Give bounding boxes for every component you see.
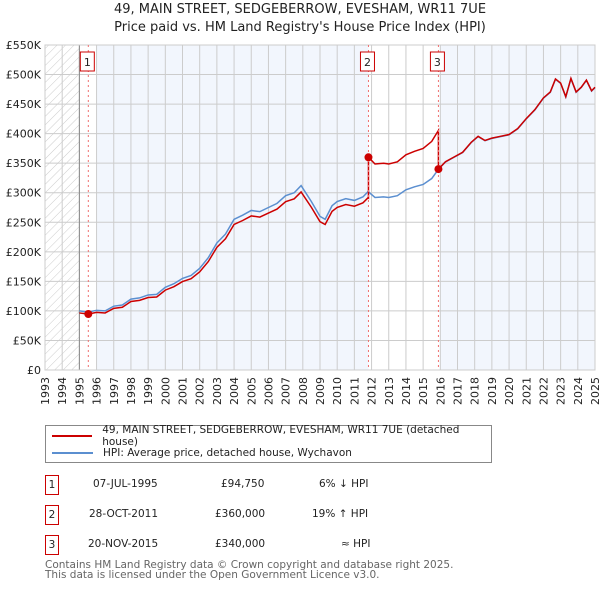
legend: 49, MAIN STREET, SEDGEBERROW, EVESHAM, W… [45,424,492,463]
sale-number-label: 2 [364,56,371,69]
x-tick-label: 2006 [262,377,275,405]
x-tick-label: 2001 [177,377,190,405]
legend-red-line [52,435,93,437]
y-tick-label: £300K [6,187,42,200]
chart-subtitle: Price paid vs. HM Land Registry's House … [114,20,486,35]
chart-title: 49, MAIN STREET, SEDGEBERROW, EVESHAM, W… [113,2,487,17]
x-tick-label: 2019 [486,377,499,405]
sale-marker-label: 1 [45,475,59,495]
sale-hpi: ≈ HPI [341,538,371,550]
x-tick-label: 1999 [142,377,155,405]
x-tick-label: 1993 [39,377,52,405]
x-tick-label: 2020 [503,377,516,405]
x-tick-label: 2024 [572,377,585,405]
x-tick-label: 1998 [125,377,138,405]
x-tick-label: 2008 [297,377,310,405]
legend-blue-line [52,452,93,454]
x-tick-label: 2021 [520,377,533,405]
sale-number-box [429,51,445,72]
x-tick-label: 1994 [56,377,69,405]
sale-point [84,310,93,319]
x-tick-label: 2011 [348,377,361,405]
y-tick-label: £550K [6,39,42,52]
y-tick-label: £50K [13,334,42,347]
y-tick-label: £350K [6,157,42,170]
sale-row: 2 28-OCT-2011 £360,000 19% ↑ HPI [45,505,465,525]
x-tick-label: 2013 [383,377,396,405]
sale-hpi: 19% ↑ HPI [312,508,369,520]
x-tick-label: 2018 [469,377,482,405]
footer-line: This data is licensed under the Open Gov… [45,569,380,581]
y-tick-label: £0 [27,364,41,377]
property-price-line [79,75,596,315]
y-tick-label: £450K [6,98,42,111]
legend-label-property: 49, MAIN STREET, SEDGEBERROW, EVESHAM, W… [102,424,460,448]
x-tick-label: 2025 [589,377,600,405]
sale-number-label: 1 [84,56,91,69]
x-tick-label: 2009 [314,377,327,405]
sale-marker-label: 3 [45,535,59,555]
sale-date: 07-JUL-1995 [93,478,158,490]
footer-line: Contains HM Land Registry data © Crown c… [45,559,454,571]
x-tick-label: 2023 [555,377,568,405]
sale-price: £340,000 [215,538,266,550]
sale-number-box [359,51,375,72]
y-tick-label: £200K [6,246,42,259]
y-tick-label: £150K [6,275,42,288]
x-tick-label: 2002 [194,377,207,405]
x-tick-label: 2003 [211,377,224,405]
x-tick-label: 2017 [452,377,465,405]
sale-row: 1 07-JUL-1995 £94,750 6% ↓ HPI [45,475,465,495]
x-tick-label: 2004 [228,377,241,405]
sale-number-label: 3 [434,56,441,69]
sale-point [434,165,443,174]
x-tick-label: 2015 [417,377,430,405]
sale-date: 20-NOV-2015 [88,538,159,550]
sale-marker-label: 2 [45,505,59,525]
x-tick-label: 2014 [400,377,413,405]
plot-frame [44,44,596,371]
y-tick-label: £400K [6,128,42,141]
sale-hpi: 6% ↓ HPI [319,478,369,490]
x-tick-label: 2005 [245,377,258,405]
x-tick-label: 2010 [331,377,344,405]
footer: Contains HM Land Registry data © Crown c… [45,559,454,581]
chart-plot: 1993 1994 1995 1996 1997 1998 1999 2000 2001 2002… [6,39,600,405]
x-tick-label: 2016 [434,377,447,405]
sale-point [364,153,373,162]
x-tick-label: 1996 [91,377,104,405]
sale-price: £94,750 [221,478,265,490]
x-tick-label: 2012 [366,377,379,405]
x-tick-label: 2000 [159,377,172,405]
sale-number-box [79,51,95,72]
x-tick-label: 2022 [537,377,550,405]
legend-label-hpi: HPI: Average price, detached house, Wych… [103,447,352,459]
sale-price: £360,000 [215,508,266,520]
sale-row: 3 20-NOV-2015 £340,000 ≈ HPI [45,535,465,555]
sale-date: 28-OCT-2011 [89,508,158,520]
shaded-band [440,45,595,370]
y-tick-label: £100K [6,305,42,318]
x-tick-label: 1997 [108,377,121,405]
shaded-band [96,45,369,370]
x-tick-label: 2007 [280,377,293,405]
x-tick-label: 1995 [73,377,86,405]
y-tick-label: £250K [6,216,42,229]
y-tick-label: £500K [6,69,42,82]
